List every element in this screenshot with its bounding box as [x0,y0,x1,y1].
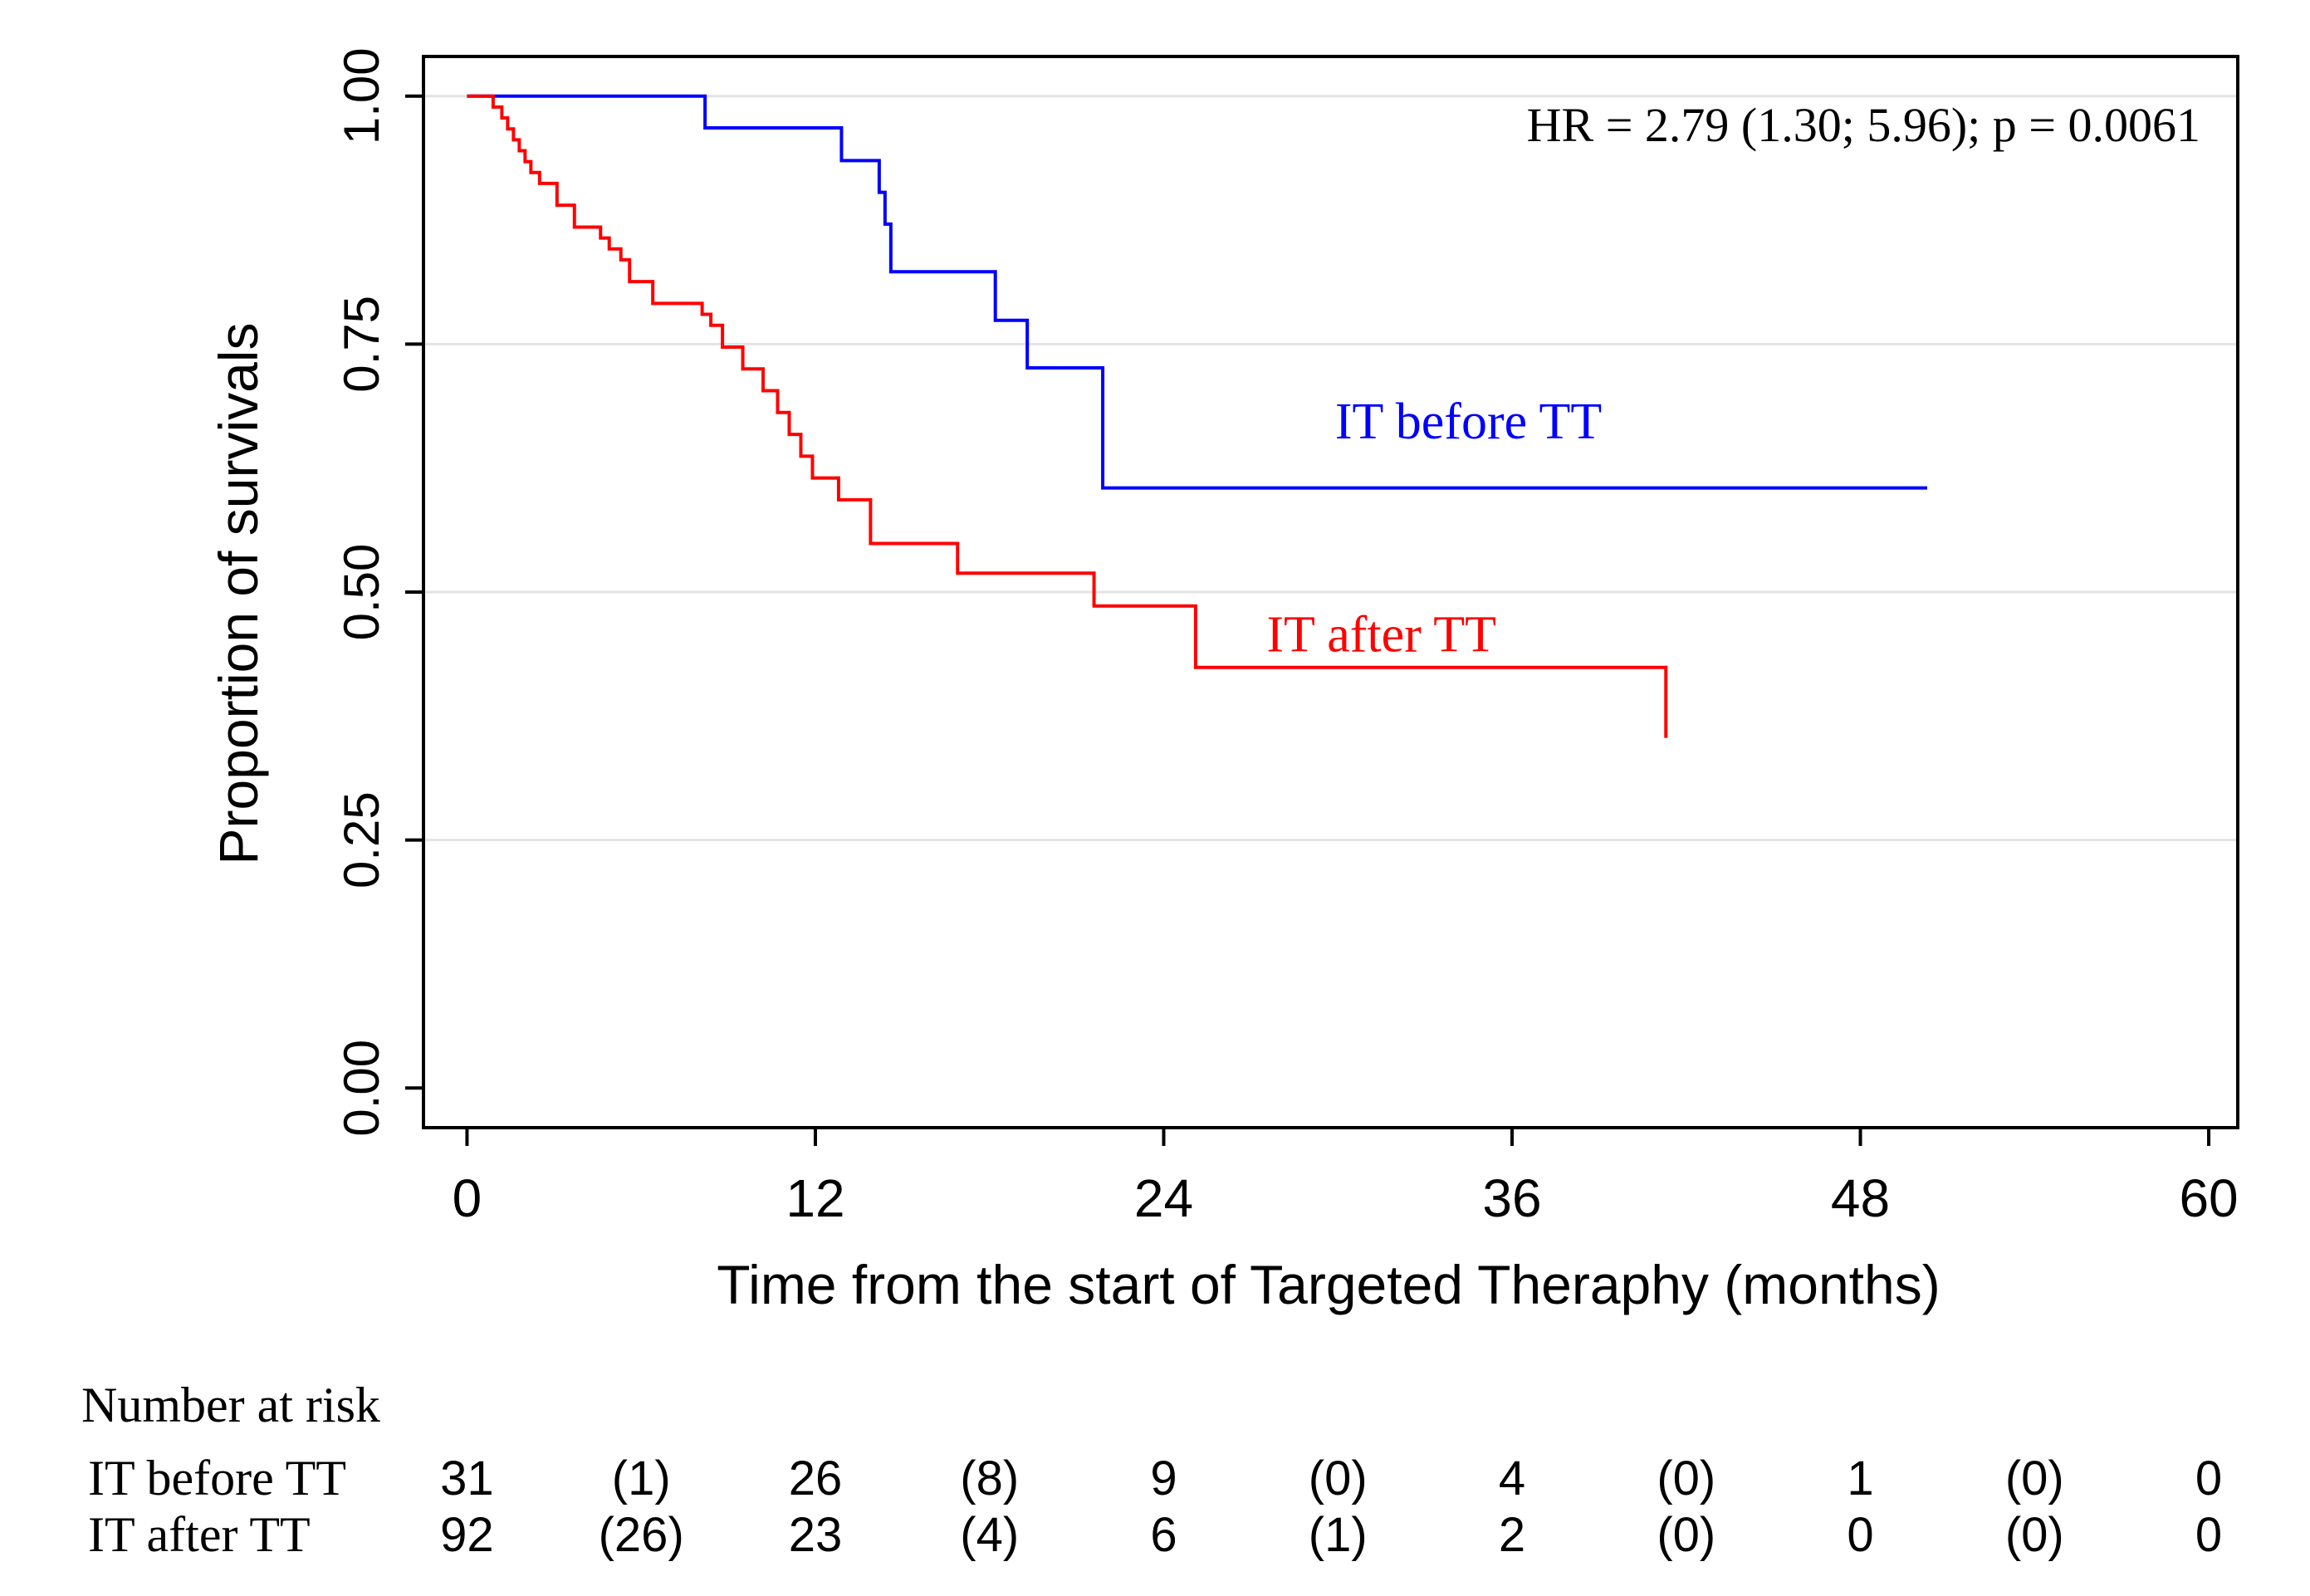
risk-table-cell: 6 [1150,1508,1177,1562]
risk-table-cell: (4) [960,1508,1019,1562]
series-label-it-after-tt: IT after TT [1266,607,1496,663]
risk-table-cell: 0 [1847,1508,1873,1562]
y-tick-label: 0.00 [334,1040,389,1137]
grid-lines [425,95,2236,842]
y-tick-label: 0.25 [334,791,389,889]
risk-table-cell: 31 [440,1452,494,1505]
series-labels: IT before TT IT after TT [1266,394,1602,663]
x-axis-label: Time from the start of Targeted Theraphy… [717,1254,1940,1315]
risk-table-cell: 92 [440,1508,494,1562]
series-lines [467,94,1927,738]
risk-table-cell: 1 [1847,1452,1873,1505]
risk-table: Number at risk IT before TT 31 (1) 26 (8) 9 (0… [81,1378,2222,1562]
risk-table-cell: (0) [1657,1508,1715,1562]
series-line-it-after-tt [467,94,1668,738]
risk-table-cell: (0) [1657,1452,1715,1505]
risk-table-cell: 0 [2195,1508,2222,1562]
risk-table-cell: (0) [2005,1508,2064,1562]
series-line-it-before-tt [467,94,1927,490]
x-tick-label: 0 [453,1168,482,1228]
risk-table-cell: (0) [1309,1452,1368,1505]
series-label-it-before-tt: IT before TT [1335,394,1602,450]
risk-row-label: IT before TT [88,1451,346,1505]
risk-table-cell: 9 [1150,1452,1177,1505]
risk-table-cell: 2 [1499,1508,1525,1562]
risk-table-cell: 0 [2195,1452,2222,1505]
risk-table-cell: (8) [960,1452,1019,1505]
x-tick-label: 60 [2179,1168,2238,1228]
risk-table-cell: 26 [789,1452,843,1505]
x-tick-label: 36 [1482,1168,1541,1228]
risk-row-label: IT after TT [88,1507,311,1562]
risk-table-title: Number at risk [81,1378,380,1432]
x-tick-label: 24 [1134,1168,1193,1228]
x-tick-label: 48 [1831,1168,1890,1228]
risk-table-cell: 4 [1499,1452,1525,1505]
y-tick-label: 1.00 [334,47,389,144]
y-axis: 0.00 0.25 0.50 0.75 1.00 [334,47,425,1137]
y-tick-label: 0.50 [334,544,389,641]
x-tick-label: 12 [785,1168,844,1228]
risk-table-cell: 23 [789,1508,843,1562]
risk-table-cell: (26) [599,1508,684,1562]
y-axis-label: Proportion of survivals [208,323,269,865]
y-tick-label: 0.75 [334,296,389,393]
risk-table-cell: (1) [1309,1508,1368,1562]
x-axis: 0 12 24 36 48 60 [453,1126,2239,1228]
hazard-ratio-annotation: HR = 2.79 (1.30; 5.96); p = 0.0061 [1527,98,2200,152]
risk-table-cell: (1) [612,1452,671,1505]
risk-table-cell: (0) [2005,1452,2064,1505]
